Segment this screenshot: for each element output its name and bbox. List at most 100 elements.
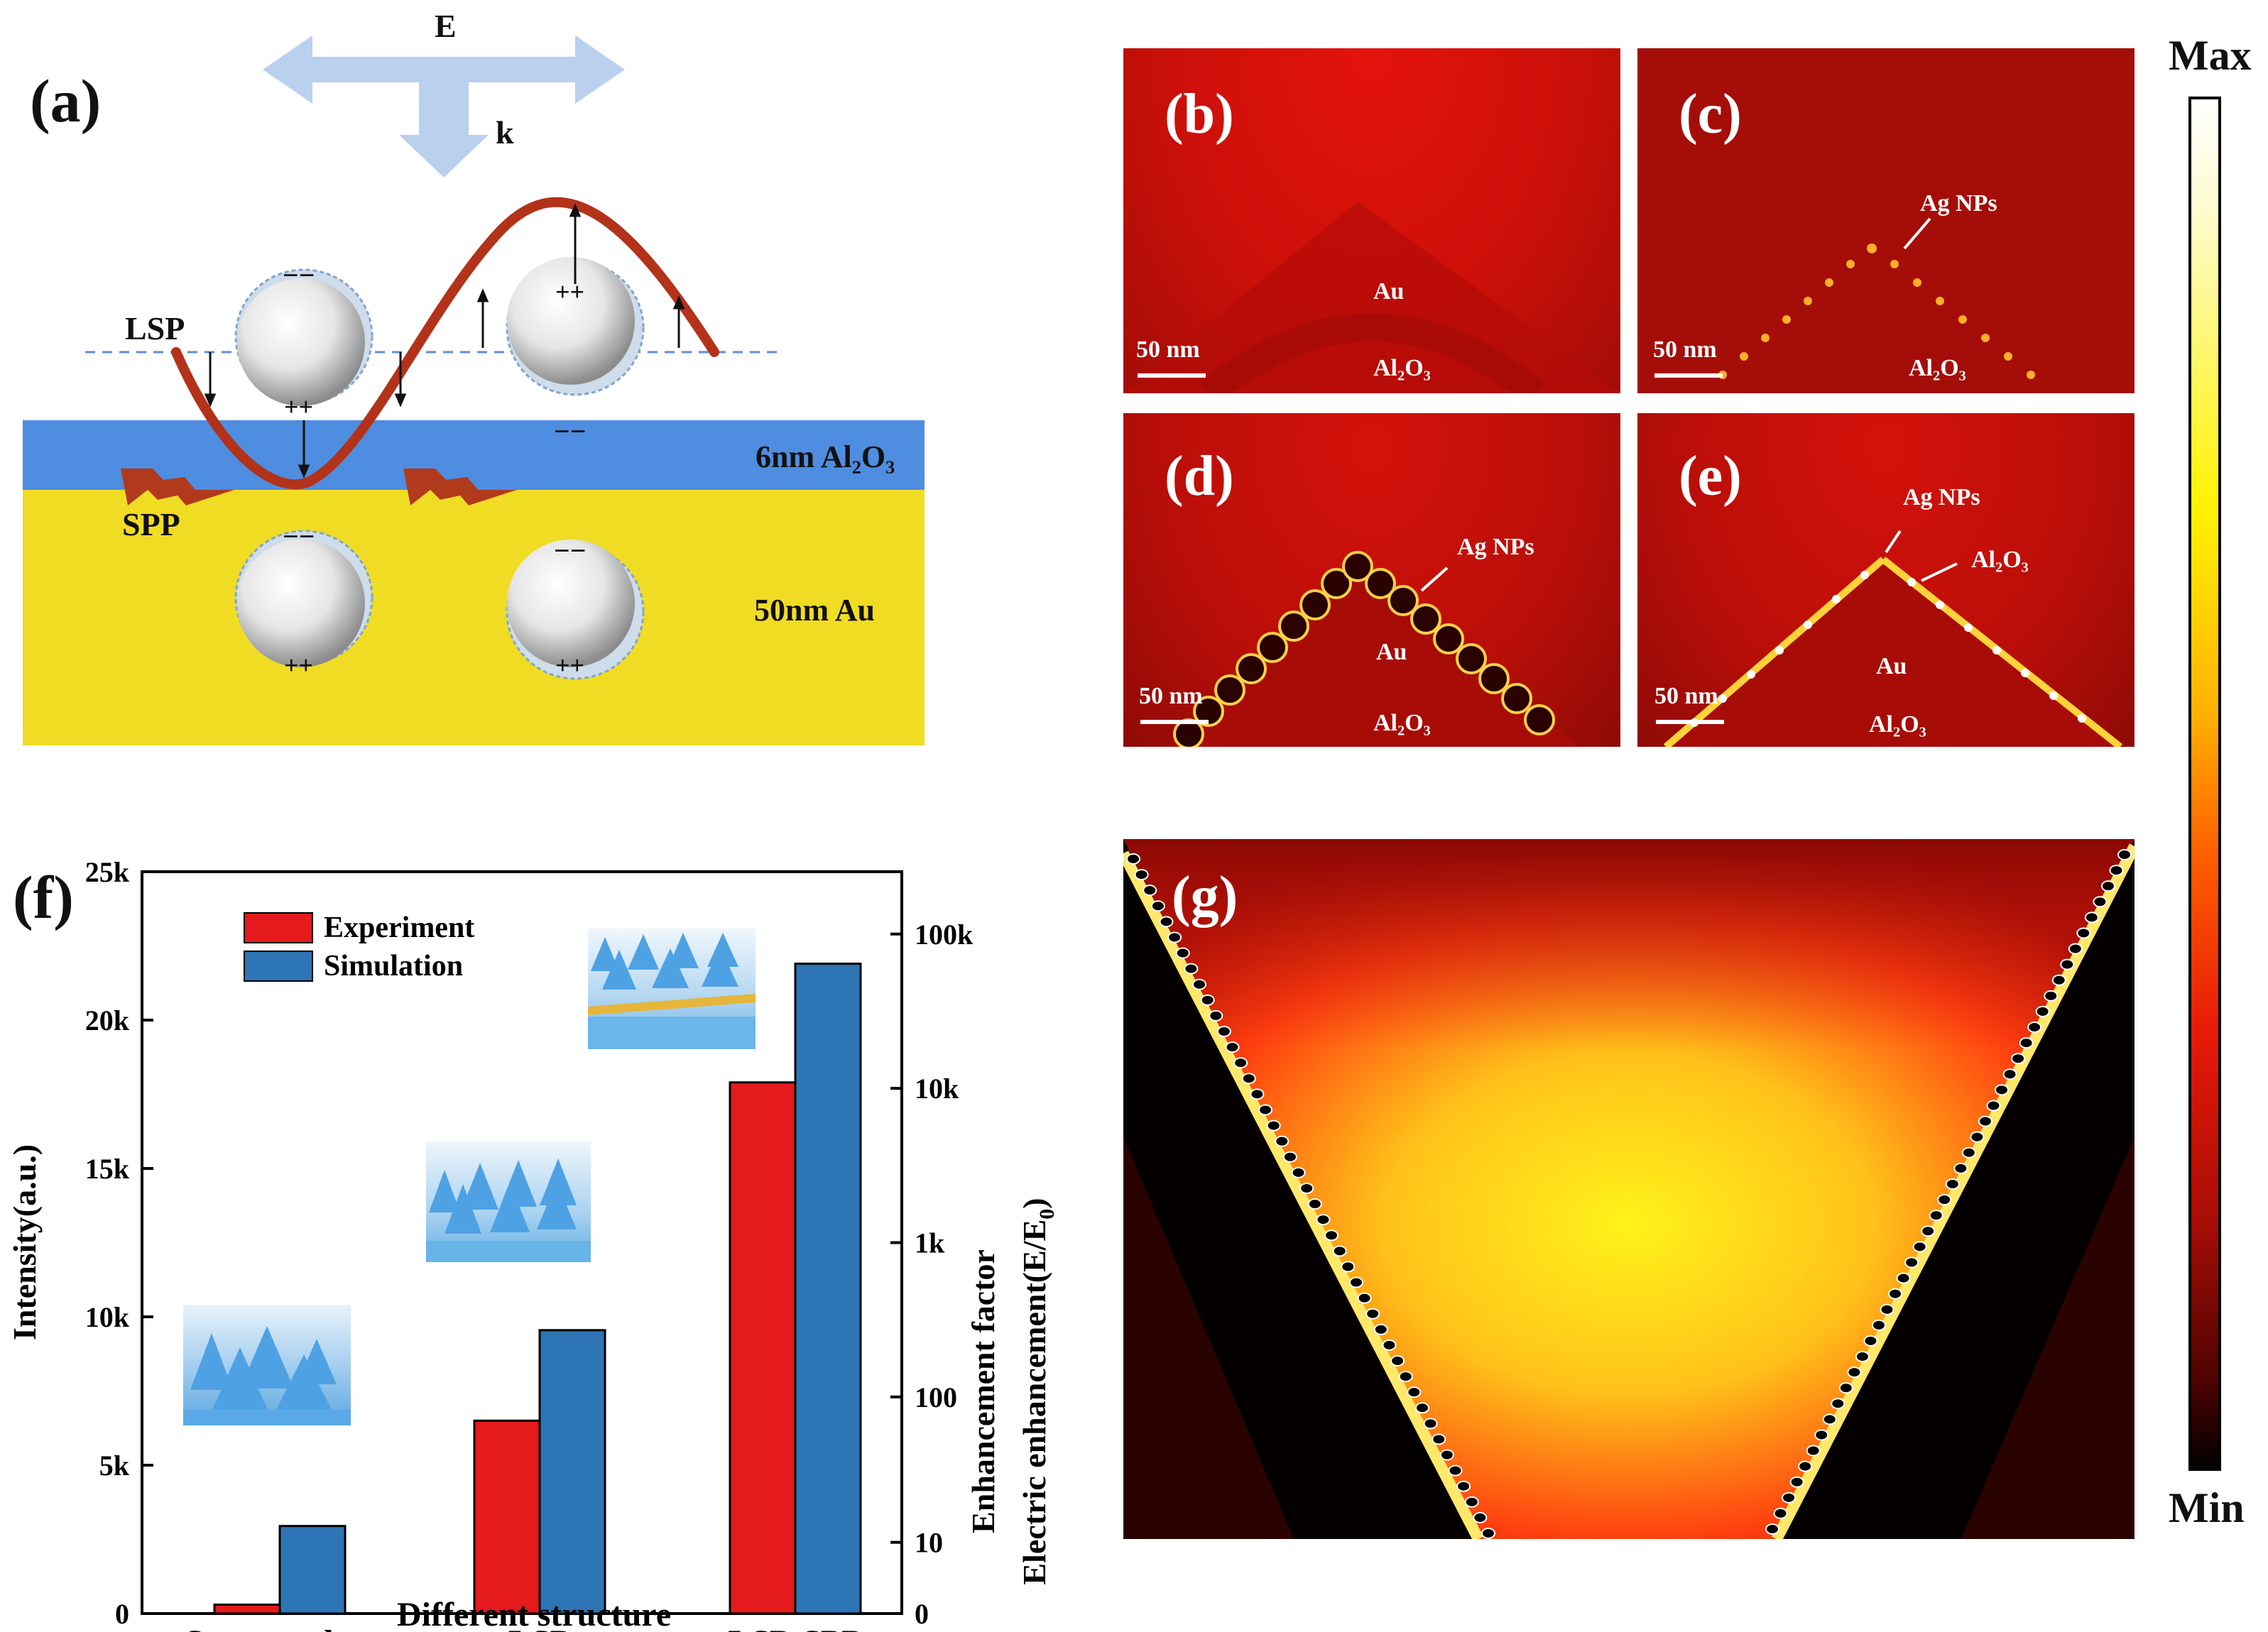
nanoparticle-dot — [2093, 896, 2108, 908]
scale-bar-label: 50 nm — [1136, 336, 1200, 363]
colorbar-min-label: Min — [2169, 1484, 2245, 1531]
nanoparticle-dot — [1937, 1194, 1952, 1206]
bar-simulation-lsp-spp — [794, 963, 862, 1615]
al2o3-label: Al₂O₃ — [1373, 355, 1431, 381]
bar-simulation-structureless — [278, 1525, 347, 1615]
nanoparticle-dot — [1225, 1041, 1240, 1053]
nanoparticle-dot — [1134, 869, 1149, 881]
legend-swatch-simulation — [244, 951, 313, 982]
ag-nps-label: Ag NPs — [1457, 534, 1534, 560]
nanoparticle-dot — [1921, 1225, 1936, 1237]
nanoparticle-dot — [1250, 1088, 1265, 1100]
panel-b-label: (b) — [1165, 83, 1234, 146]
legend-swatch-experiment — [244, 912, 313, 943]
scale-bar-label: 50 nm — [1139, 683, 1203, 709]
y2-tick-label: 1k — [915, 1227, 945, 1259]
bar-experiment-lsp-spp — [729, 1081, 797, 1615]
nanoparticle-dot — [1175, 947, 1190, 959]
nanoparticle-dot — [1978, 1115, 1992, 1127]
al2o3-label: Al₂O₃ — [1373, 710, 1431, 736]
nanoparticle-dot — [2011, 1053, 2026, 1065]
nanoparticle-dot — [1464, 1496, 1479, 1508]
field-map-e: (e) Ag NPs Al₂O₃ Au Al₂O₃ 50 nm — [1637, 413, 2135, 747]
nanoparticle-dot — [1216, 1026, 1231, 1038]
y-tick-label: 20k — [85, 1004, 130, 1036]
charge-label: −− — [554, 415, 587, 447]
nanoparticle-dot — [1184, 963, 1199, 975]
nanoparticle-dot — [1291, 1166, 1306, 1178]
nanoparticle-dot — [1266, 1119, 1281, 1132]
nanoparticle-dot — [2027, 1022, 2042, 1034]
field-map-c: (c) Ag NPs Al₂O₃ 50 nm — [1637, 48, 2135, 393]
panel-a-label: (a) — [30, 67, 102, 135]
nanoparticle-dot — [1382, 1339, 1397, 1351]
panel-a-diagram — [23, 35, 925, 745]
al2o3-label: Al₂O₃ — [1909, 355, 1966, 381]
y2-tick-label: 100k — [915, 919, 974, 951]
nanoparticle-dot — [1159, 916, 1174, 928]
nanoparticle-dot — [1945, 1178, 1960, 1190]
nanoparticle-dot — [2100, 880, 2115, 892]
nanoparticle-dot — [2002, 1068, 2017, 1080]
x-tick-label: Structureless — [185, 1623, 375, 1632]
nanoparticle-dot — [1847, 1367, 1862, 1379]
field-e-arrow-icon — [263, 35, 625, 104]
nanoparticle-dot — [2084, 911, 2099, 924]
nanoparticle-dot — [1970, 1131, 1985, 1143]
bar-experiment-structureless — [213, 1603, 281, 1615]
nanoparticle-dot — [1473, 1511, 1488, 1523]
al2o3-label: Al₂O₃ — [1971, 547, 2029, 573]
legend-label-experiment: Experiment — [324, 911, 474, 944]
nanoparticle-dot — [1953, 1162, 1968, 1174]
nanoparticle-dot — [1332, 1245, 1347, 1257]
nanoparticle-dot — [1414, 1402, 1429, 1414]
nanoparticle-dot — [1765, 1523, 1779, 1535]
bar-experiment-lsp — [473, 1419, 541, 1615]
gold-layer-label: 50nm Au — [754, 593, 875, 628]
panel-d-label: (d) — [1165, 445, 1234, 508]
nanoparticle-dot — [1855, 1350, 1870, 1362]
charge-label: −− — [554, 535, 587, 566]
nanoparticle-dot — [1888, 1288, 1903, 1300]
nanoparticle-dot — [1456, 1480, 1471, 1492]
inset-structureless-image — [183, 1305, 351, 1425]
nanoparticle-dot — [1150, 900, 1165, 912]
x-tick-label: LSP — [508, 1623, 571, 1632]
nanoparticle-dot — [1299, 1182, 1314, 1194]
gold-layer — [23, 490, 925, 745]
nanoparticle-dot — [1126, 853, 1140, 865]
nanoparticle-dot — [1896, 1272, 1911, 1284]
nanoparticle-dot — [2035, 1005, 2050, 1017]
charge-label: ++ — [284, 393, 314, 421]
nanoparticle-dot — [1773, 1507, 1788, 1519]
scale-bar — [1656, 720, 1724, 724]
nanoparticle-dot — [1316, 1214, 1331, 1226]
nanoparticle-dot — [1863, 1335, 1878, 1347]
field-map-d: (d) Ag NPs Au Al₂O₃ 50 nm — [1123, 413, 1620, 747]
wave-k-arrow-icon — [399, 82, 489, 177]
nanoparticle-dot — [1986, 1100, 2001, 1112]
nanoparticle-dot — [1200, 994, 1215, 1006]
y2-tick-label: 0 — [915, 1598, 929, 1630]
au-label: Au — [1876, 653, 1907, 679]
nanoparticle-dot — [2060, 958, 2075, 970]
nanoparticle-dot — [1838, 1382, 1853, 1394]
nanoparticle-dot — [1324, 1230, 1339, 1242]
nanoparticle-lower-right — [506, 540, 645, 680]
oxide-layer — [23, 420, 925, 490]
field-map-g: (g) — [1123, 839, 2135, 1539]
nanoparticle-dot — [2117, 849, 2132, 860]
field-arrows — [204, 203, 685, 478]
nanoparticle-dot — [1407, 1386, 1422, 1398]
y2-tick-label: 10 — [915, 1527, 943, 1559]
scale-bar — [1140, 720, 1209, 724]
nanoparticle-dot — [2068, 943, 2083, 955]
scale-bar-label: 50 nm — [1654, 683, 1718, 709]
bar-chart-intensity: 0 5k 10k 15k 20k 25k 0 10 100 1k 10k 100k Structur… — [6, 856, 1059, 1632]
nanoparticle-dot — [2051, 974, 2066, 986]
nanoparticle-dot — [1448, 1464, 1463, 1477]
nanoparticle-dot — [1822, 1413, 1837, 1425]
y-tick-label: 0 — [115, 1598, 129, 1630]
panel-c-label: (c) — [1679, 83, 1742, 146]
nanoparticle-dot — [1880, 1303, 1894, 1315]
